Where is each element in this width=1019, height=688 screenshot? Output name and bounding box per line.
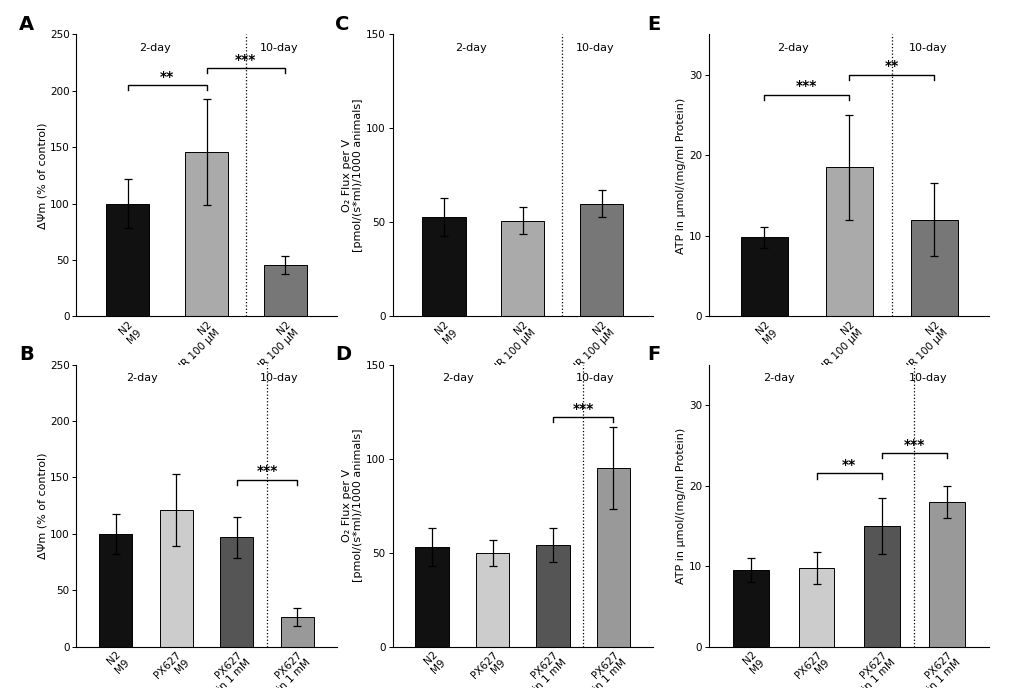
Text: D: D	[335, 345, 352, 364]
Text: 10-day: 10-day	[908, 373, 946, 383]
Text: F: F	[646, 345, 659, 364]
Bar	[99, 534, 132, 647]
Bar	[160, 510, 193, 647]
Text: **: **	[842, 458, 855, 472]
Y-axis label: ATP in μmol/(mg/ml Protein): ATP in μmol/(mg/ml Protein)	[676, 427, 686, 584]
Text: 10-day: 10-day	[260, 43, 299, 53]
Bar	[580, 204, 623, 316]
Bar	[264, 265, 307, 316]
Text: 2-day: 2-day	[441, 373, 473, 383]
Bar	[476, 552, 508, 647]
Bar	[910, 219, 957, 316]
Bar	[928, 502, 964, 647]
Text: E: E	[646, 14, 659, 34]
Text: ***: ***	[256, 464, 277, 478]
Text: ***: ***	[572, 402, 593, 416]
Bar	[536, 545, 569, 647]
Bar	[106, 204, 149, 316]
Bar	[863, 526, 899, 647]
Text: 10-day: 10-day	[576, 43, 614, 53]
Text: ***: ***	[903, 438, 924, 452]
Bar	[825, 167, 871, 316]
Y-axis label: ΔΨm (% of control): ΔΨm (% of control)	[37, 453, 47, 559]
Y-axis label: O₂ Flux per V
[pmol/(s*ml)/1000 animals]: O₂ Flux per V [pmol/(s*ml)/1000 animals]	[341, 98, 363, 252]
Bar	[184, 152, 228, 316]
Text: 10-day: 10-day	[576, 373, 614, 383]
Bar	[280, 617, 314, 647]
Bar	[220, 537, 253, 647]
Text: **: **	[160, 69, 174, 84]
Text: C: C	[335, 14, 350, 34]
Text: 2-day: 2-day	[454, 43, 486, 53]
Text: A: A	[19, 14, 35, 34]
Text: B: B	[19, 345, 34, 364]
Text: 10-day: 10-day	[260, 373, 299, 383]
Bar	[596, 468, 630, 647]
Text: ***: ***	[235, 53, 257, 67]
Text: 2-day: 2-day	[125, 373, 157, 383]
Bar	[500, 221, 544, 316]
Text: 2-day: 2-day	[762, 373, 794, 383]
Y-axis label: O₂ Flux per V
[pmol/(s*ml)/1000 animals]: O₂ Flux per V [pmol/(s*ml)/1000 animals]	[341, 429, 363, 583]
Bar	[740, 237, 787, 316]
Y-axis label: ATP in μmol/(mg/ml Protein): ATP in μmol/(mg/ml Protein)	[676, 97, 686, 254]
Text: ***: ***	[795, 79, 816, 94]
Bar	[415, 547, 448, 647]
Text: **: **	[883, 59, 898, 74]
Text: 2-day: 2-day	[776, 43, 808, 53]
Bar	[422, 217, 465, 316]
Text: 10-day: 10-day	[908, 43, 946, 53]
Y-axis label: ΔΨm (% of control): ΔΨm (% of control)	[37, 122, 47, 228]
Bar	[733, 570, 768, 647]
Text: 2-day: 2-day	[139, 43, 170, 53]
Bar	[798, 568, 834, 647]
